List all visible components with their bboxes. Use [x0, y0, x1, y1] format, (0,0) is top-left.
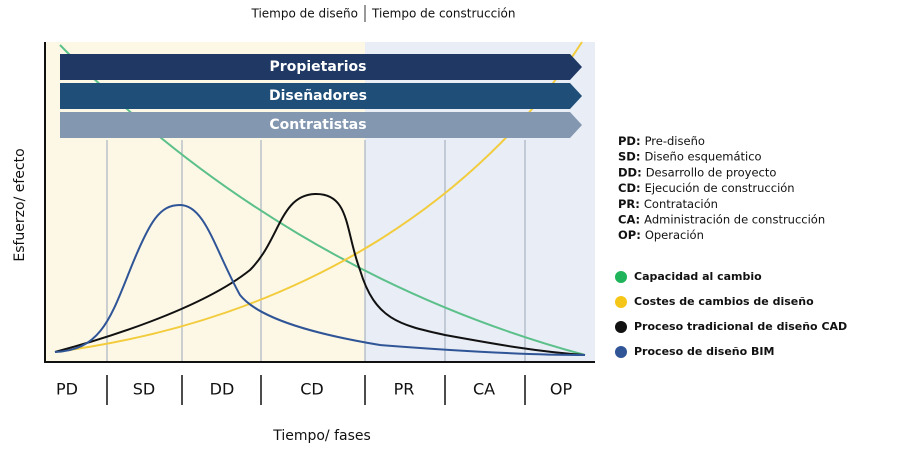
phase-label: SD	[133, 380, 155, 399]
legend-dot	[615, 346, 627, 358]
abbreviation: PD: Pre-diseño	[618, 134, 705, 148]
legend-label: Proceso de diseño BIM	[634, 345, 774, 358]
legend-label: Capacidad al cambio	[634, 270, 762, 283]
abbreviation-text: Diseño esquemático	[644, 149, 761, 163]
abbreviation: PR: Contratación	[618, 196, 718, 210]
abbreviation-code: PD:	[618, 134, 641, 148]
phase-label: PR	[394, 380, 415, 399]
legend-label: Costes de cambios de diseño	[634, 295, 814, 308]
y-axis-label: Esfuerzo/ efecto	[12, 148, 28, 261]
abbreviation: DD: Desarrollo de proyecto	[618, 165, 776, 179]
abbreviation: CA: Administración de construcción	[618, 212, 825, 226]
banner-label: Propietarios	[270, 59, 367, 75]
phase-label: DD	[210, 380, 235, 399]
cad-curve	[54, 192, 586, 356]
design-time: Tiempo de diseño	[251, 7, 359, 21]
abbreviation-text: Contratación	[644, 196, 718, 210]
banner	[60, 112, 582, 138]
abbreviation-text: Ejecución de construcción	[645, 181, 795, 195]
abbreviation-text: Administración de construcción	[644, 212, 825, 226]
phase-label: CD	[300, 380, 324, 399]
legend-dot	[615, 321, 627, 333]
abbreviation-code: CD:	[618, 181, 641, 195]
abbreviation-code: CA:	[618, 212, 640, 226]
abbreviation-code: PR:	[618, 196, 640, 210]
banner	[60, 54, 582, 80]
legend-dot	[615, 271, 627, 283]
abbreviation-text: Desarrollo de proyecto	[646, 165, 777, 179]
abbreviation-text: Pre-diseño	[645, 134, 705, 148]
abbreviation-code: DD:	[618, 165, 642, 179]
abbreviation-text: Operación	[645, 228, 704, 242]
banner-label: Contratistas	[269, 117, 366, 133]
phase-dividers	[106, 140, 526, 362]
phase-label: CA	[473, 380, 495, 399]
banner-label: Diseñadores	[269, 88, 367, 104]
abbreviation: OP: Operación	[618, 228, 704, 242]
abbreviation: CD: Ejecución de construcción	[618, 181, 795, 195]
bim-curve	[54, 203, 586, 356]
abbreviation-code: SD:	[618, 149, 640, 163]
phase-separators	[106, 375, 526, 405]
legend-dot	[615, 296, 627, 308]
abbreviation: SD: Diseño esquemático	[618, 149, 762, 163]
phase-label: OP	[550, 380, 573, 399]
x-axis-label: Tiempo/ fases	[272, 428, 371, 444]
construction-time: Tiempo de construcción	[371, 7, 515, 21]
abbreviation-code: OP:	[618, 228, 641, 242]
legend-label: Proceso tradicional de diseño CAD	[634, 320, 847, 333]
phase-label: PD	[56, 380, 78, 399]
banner	[60, 83, 582, 109]
